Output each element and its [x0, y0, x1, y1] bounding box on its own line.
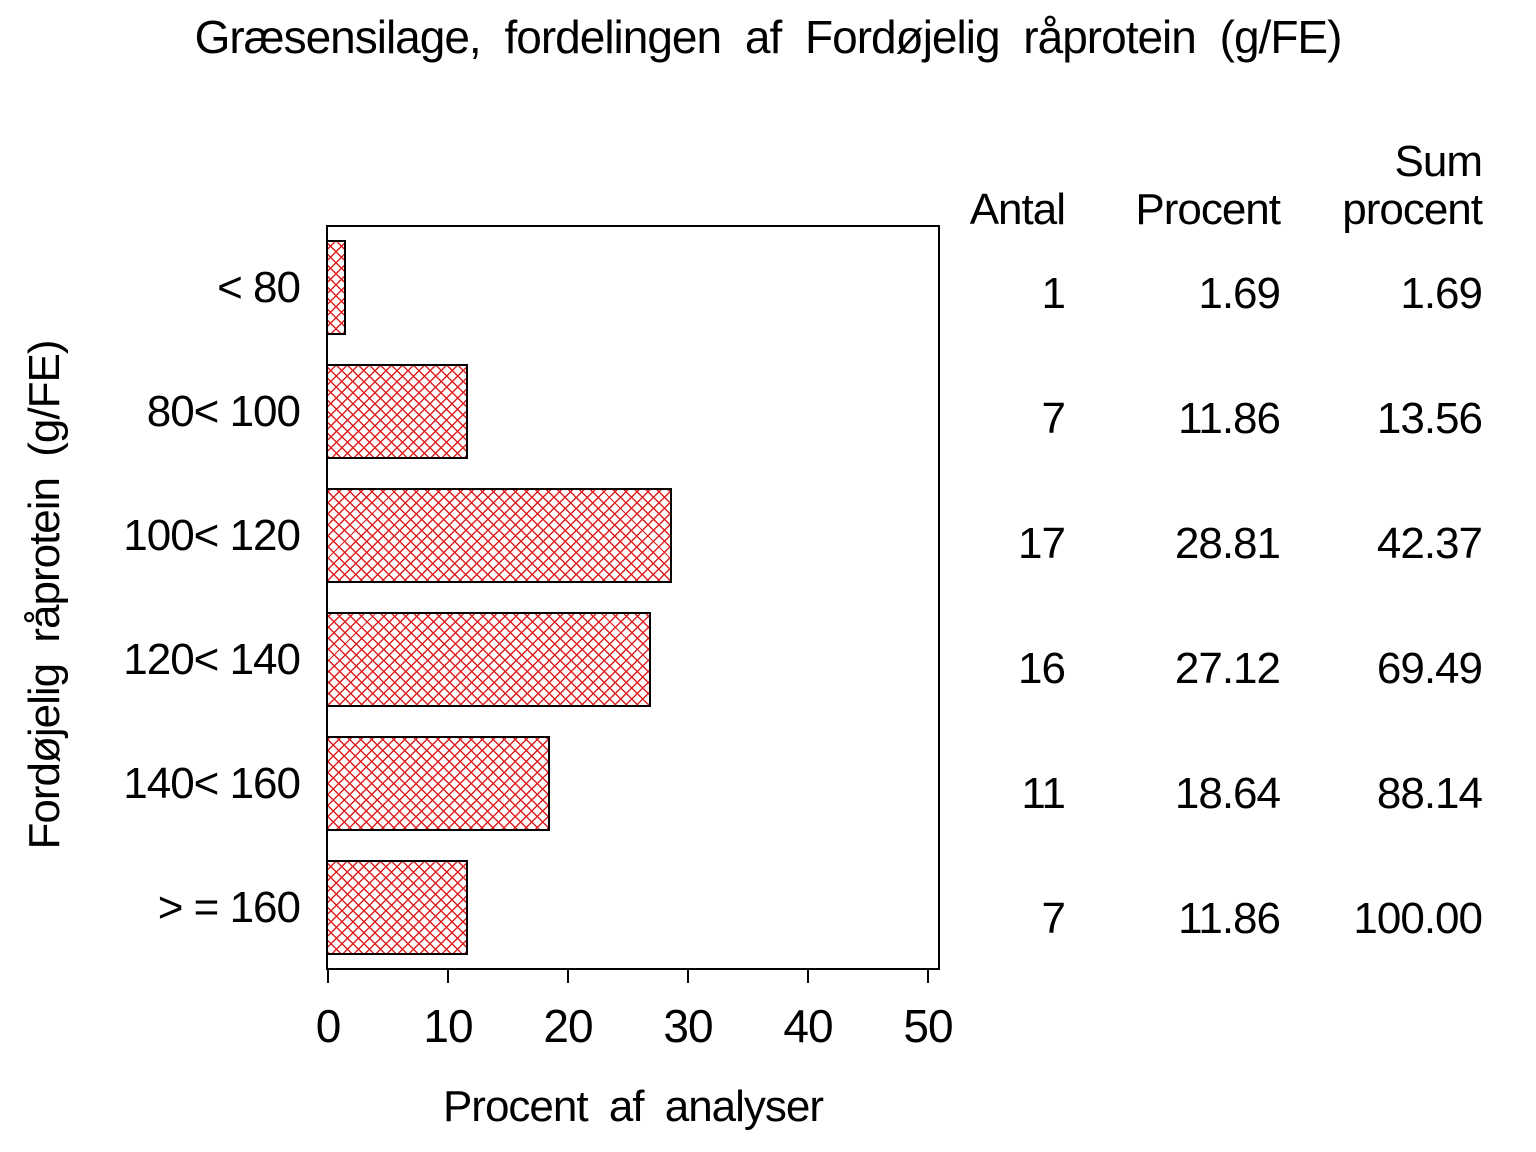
chart-title: Græsensilage, fordelingen af Fordøjelig …	[194, 11, 1343, 63]
table-cell-procent: 27.12	[1174, 644, 1281, 693]
category-label: 80< 100	[146, 386, 301, 436]
bar-100< 120	[326, 488, 672, 583]
table-header-sum-procent: Sum procent	[1342, 137, 1483, 234]
table-cell-antal: 7	[1041, 394, 1066, 443]
x-tick-label: 50	[903, 1000, 953, 1052]
bar-140< 160	[326, 736, 550, 831]
x-tick-mark	[327, 970, 329, 983]
x-tick-mark	[687, 970, 689, 983]
table-cell-sum-procent: 88.14	[1376, 769, 1483, 818]
table-cell-sum-procent: 42.37	[1376, 519, 1483, 568]
table-cell-antal: 11	[1021, 769, 1066, 818]
category-label: 100< 120	[123, 510, 301, 560]
table-cell-procent: 18.64	[1174, 769, 1281, 818]
bar-> = 160	[326, 860, 468, 955]
table-cell-procent: 1.69	[1198, 269, 1281, 318]
x-tick-label: 10	[423, 1000, 473, 1052]
table-cell-sum-procent: 1.69	[1400, 269, 1483, 318]
table-cell-procent: 11.86	[1178, 394, 1281, 443]
plot-area	[326, 225, 940, 970]
category-label: < 80	[217, 262, 301, 312]
table-cell-antal: 16	[1018, 644, 1066, 693]
table-header-antal: Antal	[969, 185, 1066, 234]
x-tick-mark	[447, 970, 449, 983]
x-axis-title: Procent af analyser	[442, 1082, 824, 1131]
table-cell-sum-procent: 69.49	[1376, 644, 1483, 693]
table-cell-procent: 28.81	[1174, 519, 1281, 568]
x-tick-mark	[567, 970, 569, 983]
table-cell-antal: 1	[1041, 269, 1066, 318]
bar-80< 100	[326, 364, 468, 459]
table-cell-sum-procent: 13.56	[1376, 394, 1483, 443]
x-tick-label: 40	[783, 1000, 833, 1052]
bar-120< 140	[326, 612, 651, 707]
table-cell-antal: 7	[1041, 894, 1066, 943]
category-label: 120< 140	[123, 634, 301, 684]
x-tick-mark	[927, 970, 929, 983]
table-cell-procent: 11.86	[1178, 894, 1281, 943]
x-tick-mark	[807, 970, 809, 983]
table-cell-antal: 17	[1018, 519, 1066, 568]
table-cell-sum-procent: 100.00	[1353, 894, 1483, 943]
category-label: > = 160	[157, 882, 301, 932]
x-tick-label: 0	[315, 1000, 342, 1052]
table-header-sum-line1: Sum	[1394, 137, 1483, 186]
table-header-sum-line2: procent	[1342, 185, 1483, 234]
x-tick-label: 20	[543, 1000, 593, 1052]
bar-< 80	[326, 240, 346, 335]
table-header-procent: Procent	[1135, 185, 1281, 234]
x-tick-label: 30	[663, 1000, 713, 1052]
category-label: 140< 160	[123, 758, 301, 808]
